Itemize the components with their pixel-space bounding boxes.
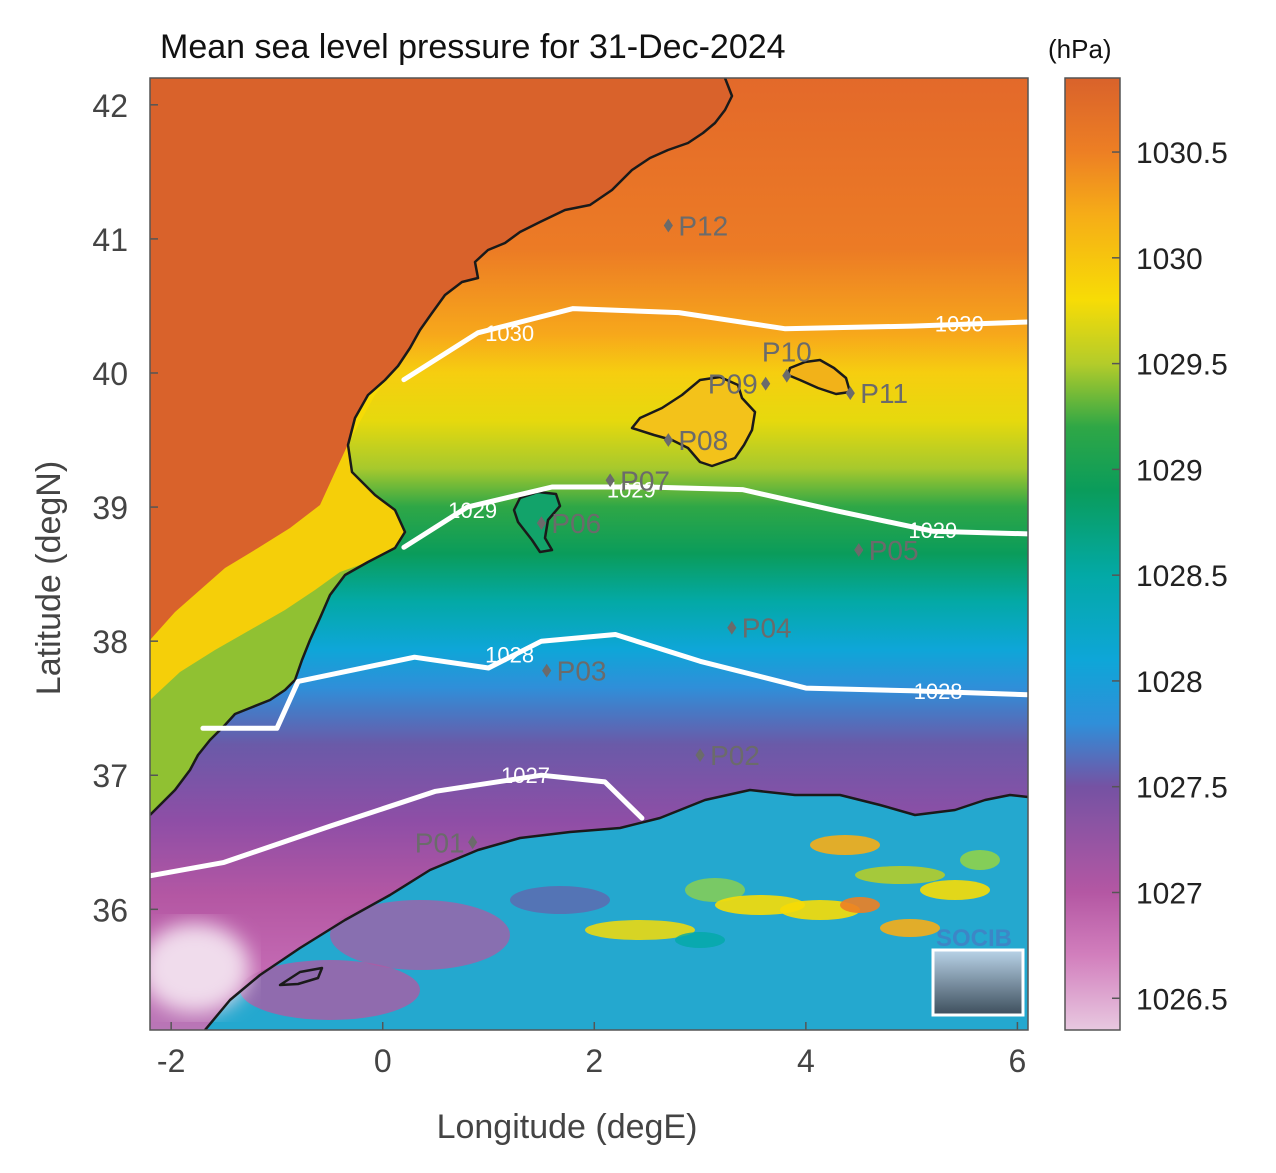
- y-tick-label: 38: [92, 624, 128, 660]
- plot-border: [149, 77, 1029, 1031]
- station-label: P07: [620, 465, 670, 496]
- socib-logo: SOCIB: [931, 925, 1025, 1017]
- station-label: P12: [678, 210, 728, 241]
- colorbar-units: (hPa): [1048, 34, 1112, 64]
- station-marker-icon: [845, 386, 855, 401]
- isobar-label: 1029: [908, 518, 957, 543]
- station-marker-icon: [761, 376, 771, 391]
- isobar-1028: [200, 632, 1028, 731]
- station-marker-icon: [536, 516, 546, 531]
- colorbar-tick-label: 1027: [1136, 877, 1203, 910]
- colorbar-tick-label: 1028.5: [1136, 560, 1228, 593]
- station-label: P09: [708, 369, 758, 400]
- station-marker-icon: [782, 368, 792, 383]
- y-tick-label: 42: [92, 88, 128, 124]
- station-label: P08: [678, 425, 728, 456]
- socib-logo-box: [931, 948, 1025, 1017]
- station-marker-icon: [854, 543, 864, 557]
- x-tick-label: -2: [157, 1043, 185, 1079]
- y-axis-label: Latitude (degN): [30, 461, 68, 695]
- x-axis-label: Longitude (degE): [437, 1108, 698, 1146]
- station-label: P05: [869, 535, 919, 566]
- station-label: P11: [860, 378, 908, 409]
- isobar-contours: 1030 1030 1029 1029 1029 1028 1028 1027: [150, 306, 1028, 879]
- coastline-alboran-island: [278, 966, 324, 987]
- coastline-iberia: [150, 78, 734, 816]
- station-point-p05: P05: [854, 535, 919, 566]
- land-coastal-green: [150, 562, 368, 815]
- station-point-p02: P02: [695, 740, 760, 771]
- station-marker-icon: [663, 218, 673, 233]
- station-label: P02: [710, 740, 760, 771]
- colorbar-tick-label: 1029: [1136, 454, 1203, 487]
- isobar-label: 1027: [501, 763, 550, 788]
- station-point-p11: P11: [845, 378, 908, 409]
- coastline-africa: [204, 788, 1028, 1030]
- station-point-p08: P08: [663, 425, 728, 456]
- x-tick-label: 2: [585, 1043, 603, 1079]
- x-tick-label: 0: [374, 1043, 392, 1079]
- station-point-p12: P12: [663, 210, 728, 241]
- isobar-1030: [401, 306, 1028, 383]
- y-tick-label: 36: [92, 892, 128, 928]
- station-point-p07: P07: [605, 465, 670, 496]
- station-marker-icon: [695, 748, 705, 763]
- x-axis-ticks: -2 0 2 4 6: [157, 1022, 1026, 1079]
- y-tick-label: 41: [92, 222, 128, 258]
- station-point-p03: P03: [542, 656, 607, 687]
- map-title: Mean sea level pressure for 31-Dec-2024: [160, 28, 786, 66]
- x-tick-label: 4: [797, 1043, 815, 1079]
- colorbar-tick-label: 1029.5: [1136, 349, 1228, 382]
- station-point-p01: P01: [415, 827, 478, 858]
- y-axis-ticks: 42 41 40 39 38 37 36: [92, 88, 158, 928]
- isobar-label: 1030: [935, 311, 984, 336]
- colorbar: [1064, 77, 1121, 1031]
- station-label: P01: [415, 827, 465, 858]
- isobar-label: 1028: [914, 679, 963, 704]
- y-tick-label: 37: [92, 758, 128, 794]
- africa-noise: [240, 835, 1000, 1020]
- station-label: P03: [557, 656, 607, 687]
- isobar-1027: [150, 772, 645, 879]
- colorbar-tick-label: 1026.5: [1136, 983, 1228, 1016]
- socib-logo-text: SOCIB: [936, 925, 1012, 952]
- isobar-label: 1029: [448, 498, 497, 523]
- y-tick-label: 39: [92, 490, 128, 526]
- colorbar-tick-label: 1030.5: [1136, 137, 1228, 170]
- isobar-label: 1029: [607, 478, 656, 503]
- station-marker-icon: [605, 473, 615, 488]
- station-point-p10: P10: [762, 337, 812, 383]
- colorbar-tick-label: 1028: [1136, 666, 1203, 699]
- station-point-p06: P06: [536, 508, 601, 539]
- station-label: P06: [551, 508, 601, 539]
- station-marker-icon: [542, 663, 552, 678]
- station-marker-icon: [727, 620, 737, 635]
- y-tick-label: 40: [92, 356, 128, 392]
- colorbar-ticks: 1030.5 1030 1029.5 1029 1028.5 1028 1027.5 1027…: [1112, 137, 1228, 1016]
- station-marker-icon: [468, 835, 478, 850]
- isobar-1029: [401, 484, 1028, 550]
- station-point-p09: P09: [708, 369, 771, 400]
- station-label: P10: [762, 337, 812, 368]
- isobar-label: 1028: [485, 643, 534, 668]
- land-mallorca: [632, 377, 755, 466]
- land-ibiza: [514, 492, 560, 552]
- colorbar-tick-label: 1030: [1136, 243, 1203, 276]
- colorbar-tick-label: 1027.5: [1136, 772, 1228, 805]
- station-point-p04: P04: [727, 613, 792, 644]
- station-marker-icon: [663, 433, 673, 447]
- coastlines: [150, 78, 1028, 1030]
- station-label: P04: [742, 613, 792, 644]
- coastline-ibiza: [512, 490, 562, 554]
- low-pressure-spot: [150, 923, 250, 1013]
- x-tick-label: 6: [1009, 1043, 1027, 1079]
- isobar-label: 1030: [485, 321, 534, 346]
